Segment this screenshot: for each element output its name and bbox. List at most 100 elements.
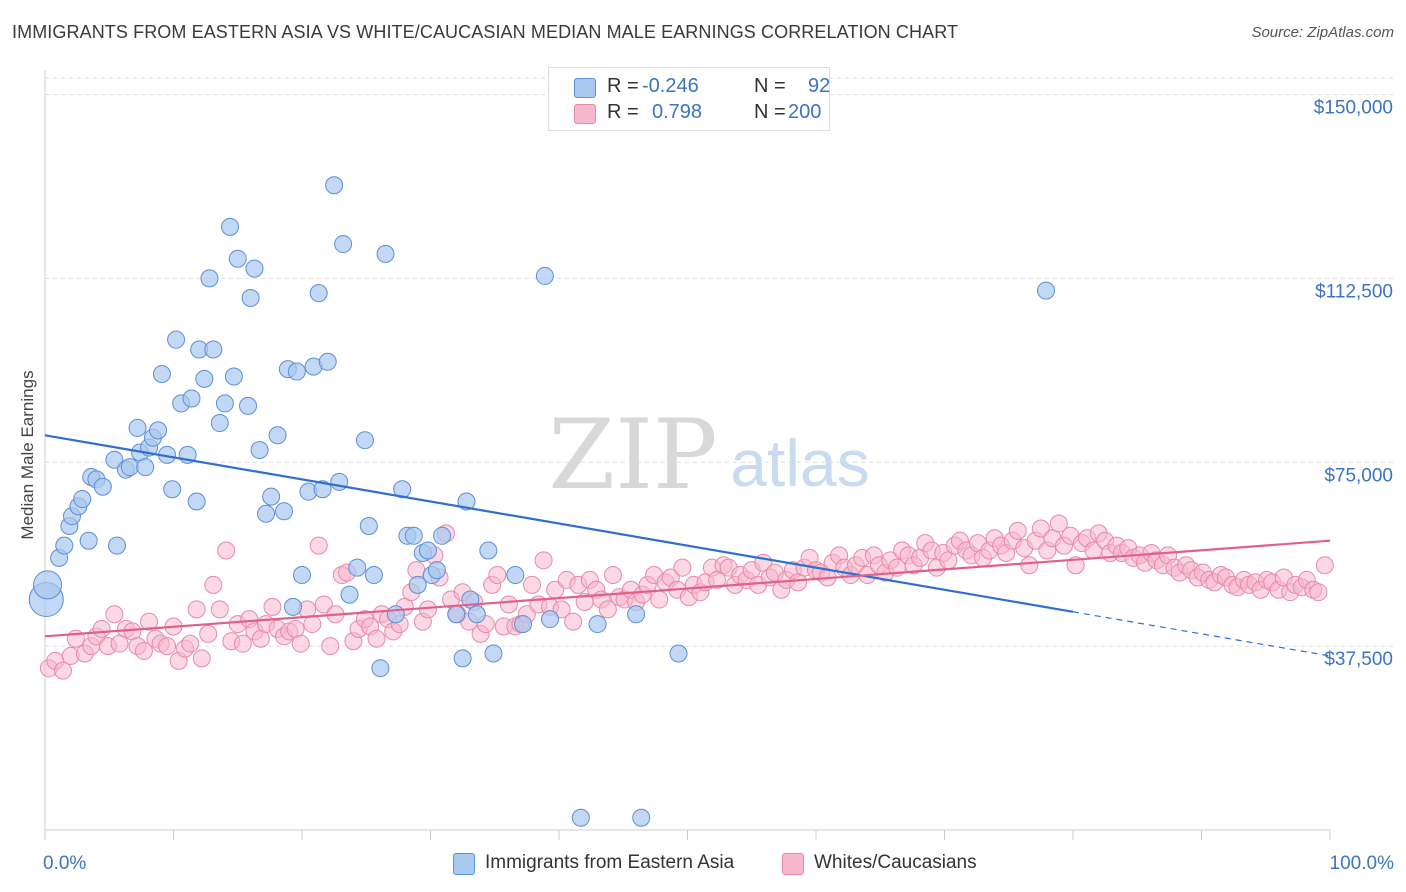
- series-whites-caucasians: [39, 514, 1334, 680]
- data-point-eastern-asia: [355, 431, 374, 450]
- data-point-eastern-asia: [221, 217, 240, 236]
- data-point-eastern-asia: [163, 480, 182, 499]
- legend-n-label: N =: [754, 101, 786, 123]
- data-point-eastern-asia: [325, 176, 344, 195]
- data-point-eastern-asia: [120, 458, 139, 477]
- y-axis-label: Median Male Earnings: [18, 370, 37, 539]
- data-point-eastern-asia: [386, 605, 405, 624]
- x-tick-label: 0.0%: [43, 853, 86, 874]
- bottom-legend-swatch-blue: [453, 853, 475, 875]
- data-point-eastern-asia: [287, 362, 306, 381]
- watermark: ZIP atlas: [548, 399, 869, 511]
- data-point-eastern-asia: [105, 450, 124, 469]
- data-point-whites: [552, 600, 571, 619]
- data-point-eastern-asia: [313, 480, 332, 499]
- data-point-eastern-asia: [427, 561, 446, 580]
- data-point-eastern-asia: [224, 367, 243, 386]
- data-point-eastern-asia: [309, 284, 328, 303]
- data-point-eastern-asia: [250, 441, 269, 459]
- y-tick-label: $112,500: [1315, 281, 1393, 302]
- x-tick-label: 100.0%: [1330, 853, 1395, 874]
- data-point-eastern-asia: [588, 615, 607, 634]
- data-point-eastern-asia: [55, 536, 74, 555]
- data-point-eastern-asia: [79, 531, 98, 550]
- data-point-whites: [598, 600, 617, 619]
- data-point-eastern-asia: [215, 394, 234, 413]
- correlation-legend: R = -0.246 N = 92 R = 0.798 N = 200: [548, 67, 830, 131]
- data-point-eastern-asia: [152, 365, 171, 383]
- data-point-eastern-asia: [669, 644, 688, 663]
- data-point-eastern-asia: [149, 421, 168, 440]
- data-point-eastern-asia: [93, 477, 112, 496]
- legend-r-label: R =: [607, 101, 639, 123]
- data-point-eastern-asia: [541, 610, 560, 629]
- source-label: Source: ZipAtlas.com: [1251, 24, 1394, 41]
- data-point-eastern-asia: [627, 605, 646, 624]
- data-point-eastern-asia: [418, 541, 437, 560]
- data-point-whites: [534, 551, 553, 570]
- legend-r-label: R =: [607, 75, 639, 97]
- data-point-eastern-asia: [257, 504, 276, 523]
- data-point-eastern-asia: [318, 352, 337, 371]
- data-point-eastern-asia: [340, 585, 359, 604]
- legend-n-label: N =: [754, 75, 786, 97]
- data-point-whites: [367, 629, 386, 648]
- data-point-eastern-asia: [457, 492, 476, 511]
- data-point-whites: [187, 600, 206, 619]
- data-point-whites: [1315, 556, 1334, 575]
- data-point-eastern-asia: [204, 340, 223, 359]
- data-point-eastern-asia: [293, 566, 311, 585]
- series-immigrants-eastern-asia: [28, 176, 1056, 827]
- data-point-eastern-asia: [228, 249, 247, 268]
- data-point-whites: [92, 619, 111, 638]
- data-point-eastern-asia: [348, 558, 367, 577]
- data-point-eastern-asia: [408, 575, 427, 594]
- bottom-legend-swatch-pink: [782, 853, 804, 875]
- data-point-eastern-asia: [447, 605, 466, 624]
- data-point-eastern-asia: [467, 605, 486, 624]
- data-point-eastern-asia: [268, 426, 287, 445]
- legend-swatch-pink: [574, 104, 596, 124]
- data-point-whites: [314, 595, 333, 614]
- data-point-eastern-asia: [514, 615, 533, 634]
- data-point-eastern-asia: [484, 644, 503, 663]
- data-point-whites: [499, 595, 518, 614]
- data-point-eastern-asia: [136, 458, 155, 477]
- trend-line-eastern-asia: [44, 434, 1074, 613]
- data-point-eastern-asia: [241, 289, 260, 307]
- data-point-whites: [53, 661, 72, 680]
- data-point-whites: [291, 634, 310, 653]
- data-point-eastern-asia: [245, 259, 264, 278]
- data-point-eastern-asia: [479, 541, 498, 560]
- y-tick-label: $37,500: [1324, 649, 1393, 670]
- data-point-eastern-asia: [275, 502, 294, 521]
- trend-line-eastern-asia-extension: [1072, 611, 1331, 657]
- y-tick-label: $150,000: [1314, 98, 1393, 119]
- data-point-eastern-asia: [334, 235, 353, 254]
- legend-n-value: 200: [788, 101, 822, 123]
- data-point-whites: [673, 558, 692, 577]
- data-point-eastern-asia: [107, 536, 126, 555]
- legend-swatch-blue: [574, 78, 596, 98]
- data-point-eastern-asia: [284, 597, 303, 616]
- data-point-whites: [233, 634, 252, 653]
- data-point-whites: [303, 615, 322, 634]
- data-point-whites: [564, 612, 583, 631]
- legend-r-value: -0.246: [642, 75, 699, 97]
- data-point-eastern-asia: [73, 490, 92, 509]
- data-point-eastern-asia: [376, 244, 395, 263]
- data-point-whites: [217, 541, 236, 560]
- data-point-eastern-asia: [453, 649, 472, 668]
- data-point-eastern-asia: [371, 659, 390, 678]
- data-point-eastern-asia: [404, 526, 423, 545]
- data-point-whites: [321, 637, 340, 656]
- bottom-legend-label: Whites/Caucasians: [814, 852, 977, 873]
- data-point-whites: [105, 605, 124, 624]
- data-point-whites: [603, 566, 622, 585]
- chart-title: IMMIGRANTS FROM EASTERN ASIA VS WHITE/CA…: [12, 22, 959, 42]
- data-point-whites: [181, 634, 200, 653]
- data-point-eastern-asia: [364, 566, 383, 585]
- y-tick-label: $75,000: [1324, 465, 1393, 486]
- data-point-eastern-asia: [200, 269, 219, 288]
